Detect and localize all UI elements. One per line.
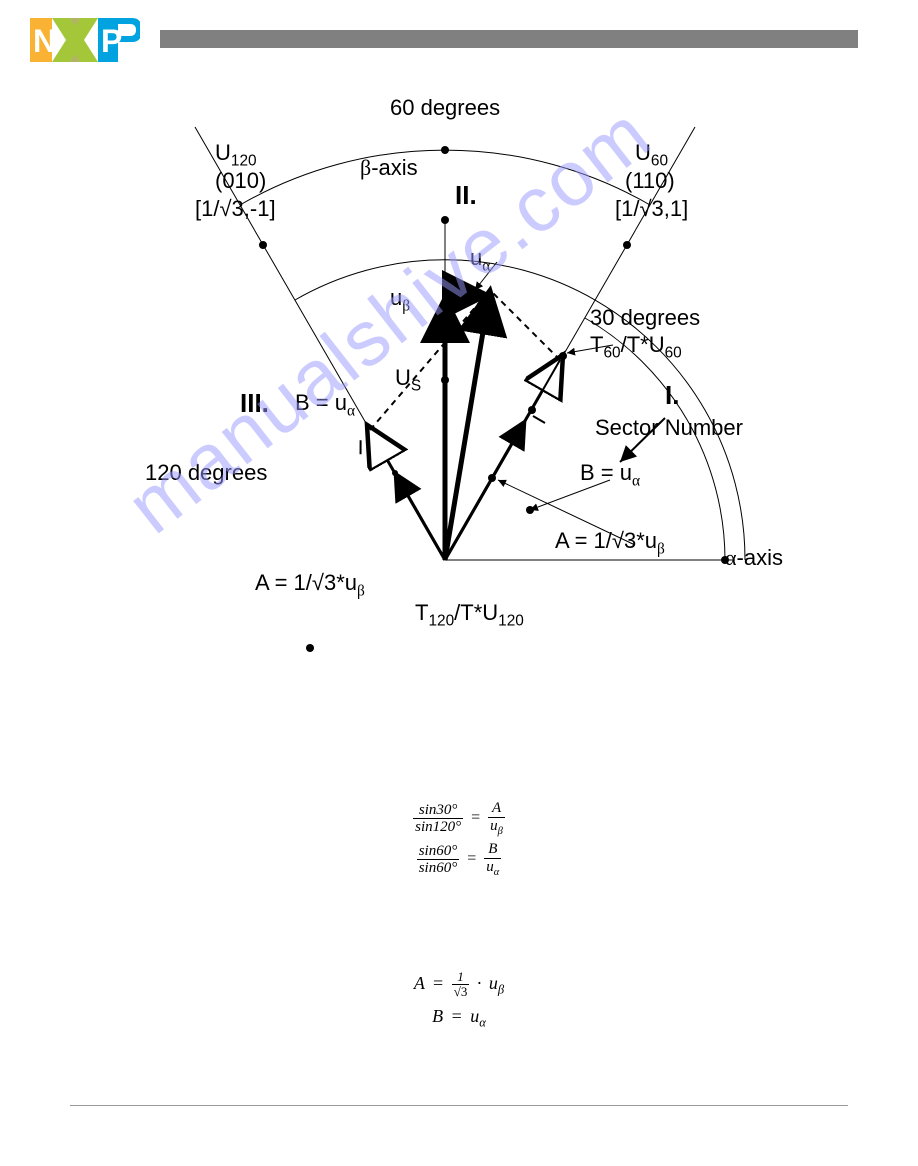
- svg-text:N: N: [33, 23, 56, 59]
- footer-divider: [70, 1105, 848, 1106]
- label-sector-number: Sector Number: [595, 415, 743, 441]
- header-bar: [160, 30, 858, 48]
- svm-diagram: 60 degrees U120 (010) [1/√3,-1] β-axis I…: [135, 90, 795, 680]
- label-sector-3: III.: [240, 388, 269, 419]
- nxp-logo: N P: [30, 18, 140, 63]
- label-30deg: 30 degrees: [590, 305, 700, 331]
- label-b-ua-right: B = uα: [580, 460, 640, 490]
- label-a-left: A = 1/√3*uβ: [255, 570, 365, 600]
- equation-block-2: A = 1√3 · uβ B = uα: [0, 970, 918, 1030]
- label-ubeta: uβ: [390, 285, 410, 315]
- label-sector-1: I.: [665, 380, 679, 411]
- label-u120-coord: [1/√3,-1]: [195, 196, 276, 222]
- label-beta-axis: β-axis: [360, 155, 418, 181]
- label-alpha-axis: α-axis: [725, 545, 783, 571]
- label-us: US: [395, 365, 421, 395]
- label-120deg: 120 degrees: [145, 460, 267, 486]
- label-sector-2: II.: [455, 180, 477, 211]
- label-b-ua-left: B = uα: [295, 390, 355, 420]
- label-u120: U120: [215, 140, 257, 170]
- equation-block-1: sin30°sin120° = Auβ sin60°sin60° = Buα: [0, 800, 918, 878]
- label-u60-coord: [1/√3,1]: [615, 196, 688, 222]
- label-u120-bits: (010): [215, 168, 266, 194]
- label-60deg: 60 degrees: [390, 95, 500, 121]
- svg-text:P: P: [101, 23, 122, 59]
- label-t60: T60/T*U60: [590, 332, 682, 362]
- label-u60: U60: [635, 140, 668, 170]
- label-u60-bits: (110): [625, 168, 675, 194]
- label-a-right: A = 1/√3*uβ: [555, 528, 665, 558]
- label-t120: T120/T*U120: [415, 600, 524, 630]
- label-ualpha-top: uα: [470, 245, 490, 275]
